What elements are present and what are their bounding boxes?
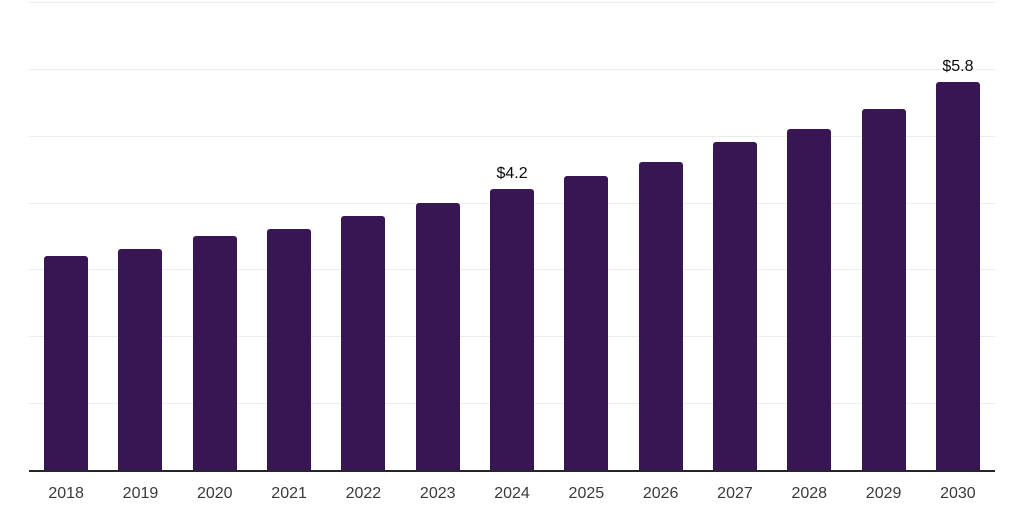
gridline [29,2,995,3]
bar-2021 [267,229,312,470]
x-tick-2023: 2023 [419,485,456,502]
plot-area: $4.2 $5.8 [29,2,995,472]
bar-2019 [118,249,163,470]
x-tick-2019: 2019 [122,485,159,502]
bar-2026 [638,162,683,470]
bar-band [326,2,400,470]
bar-band [772,2,846,470]
x-tick-2024: 2024 [494,485,530,502]
bar-value-label: $5.8 [942,58,974,76]
bar-band [252,2,326,470]
bar-band [698,2,772,470]
bars-container: $4.2 $5.8 [29,2,995,470]
gridline [29,68,995,70]
bar-band [624,2,698,470]
x-tick-2030: 2030 [940,485,976,502]
bar-2027 [712,142,757,470]
x-tick-2027: 2027 [717,485,753,502]
bar-2020 [192,236,237,470]
x-tick-2028: 2028 [791,485,828,502]
x-tick-2025: 2025 [568,485,605,502]
bar-band [846,2,920,470]
x-tick-2022: 2022 [345,485,382,502]
bar-band [549,2,623,470]
x-tick-2029: 2029 [865,485,902,502]
bar-2025 [564,175,609,470]
bar-2018 [44,256,89,470]
x-tick-2021: 2021 [271,485,307,502]
gridline [29,135,995,137]
x-tick-2018: 2018 [48,485,84,502]
bar-2022 [341,215,386,470]
bar-band [103,2,177,470]
bar-2024 [490,189,535,470]
bar-band [401,2,475,470]
bar-band: $5.8 [921,2,995,470]
bar-band [29,2,103,470]
bar-band: $4.2 [475,2,549,470]
x-tick-2020: 2020 [196,485,233,502]
bar-band [178,2,252,470]
bar-2029 [861,108,906,470]
x-axis: 2018 2019 2020 2021 2022 2023 2024 2025 2026 2027… [29,485,995,502]
x-tick-2026: 2026 [642,485,679,502]
bar-2023 [415,202,460,470]
bar-2030 [935,82,980,470]
bar-2028 [787,129,832,470]
bar-value-label: $4.2 [496,165,528,183]
